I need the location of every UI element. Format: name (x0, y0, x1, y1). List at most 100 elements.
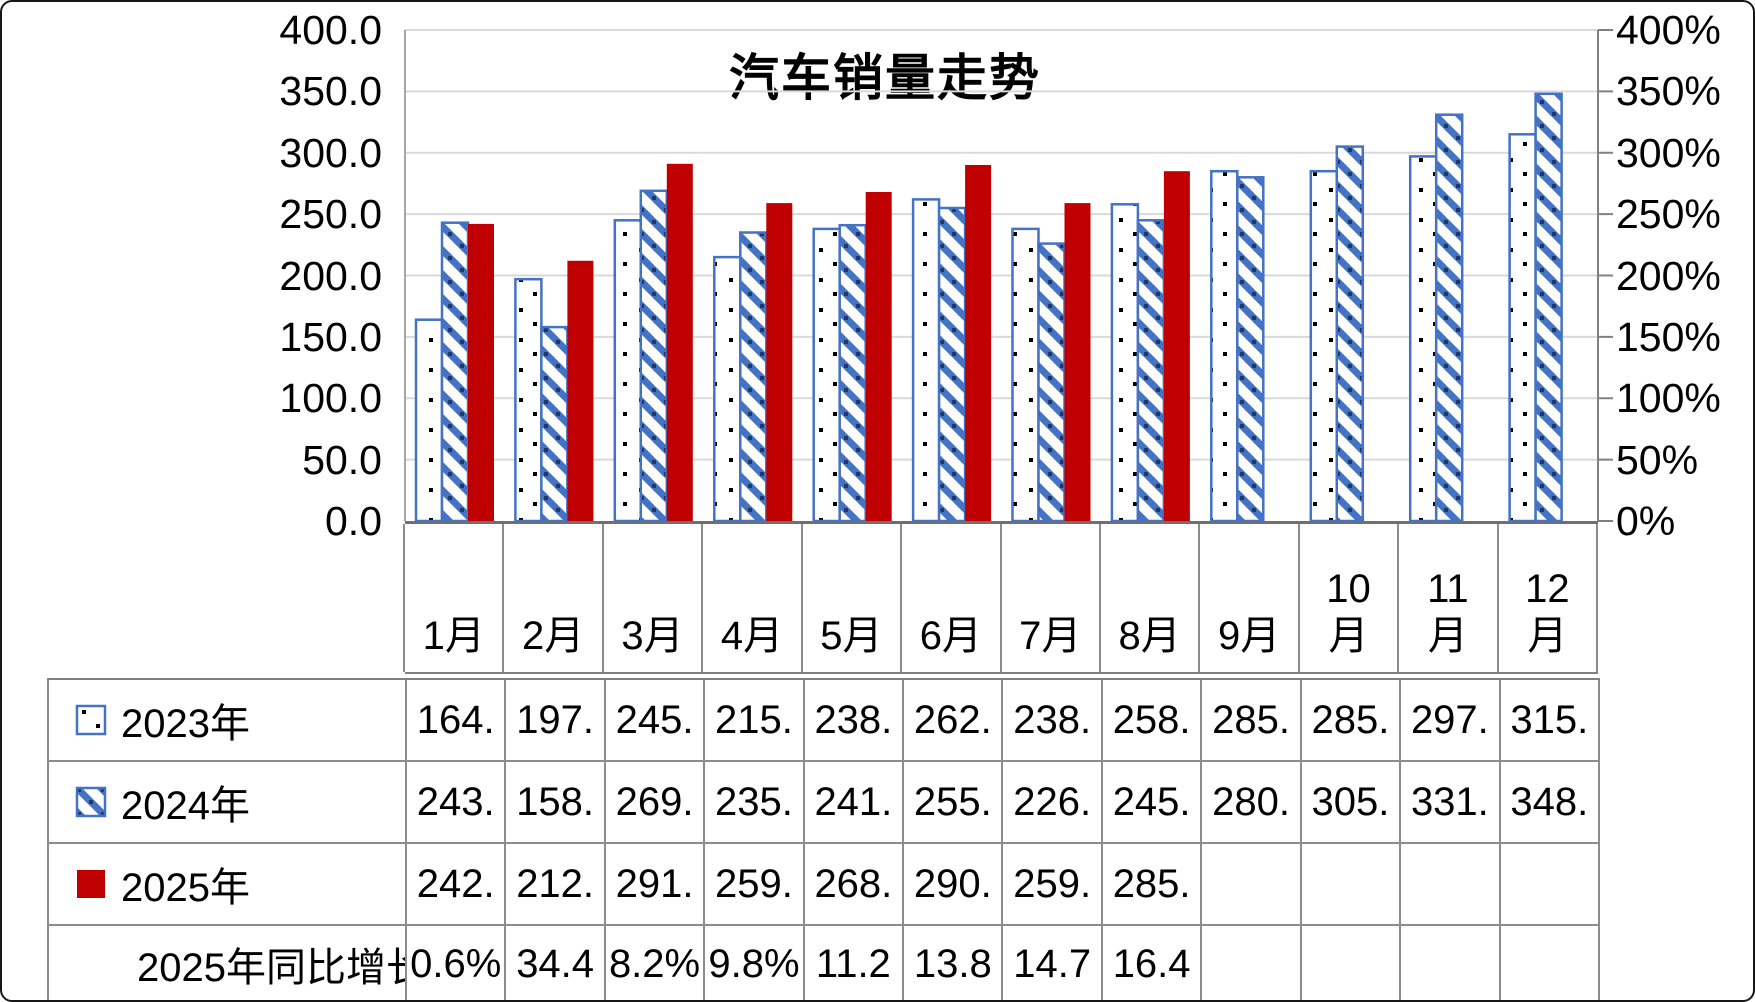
table-cell-r0-c3: 215. (705, 680, 805, 762)
left-axis-tick: 100.0 (279, 375, 382, 422)
right-axis-tick: 150% (1616, 313, 1721, 360)
table-cell-r0-c7: 258. (1102, 680, 1203, 762)
chart-title: 汽车销量走势 (729, 50, 1041, 106)
table-cell-r1-c2: 269. (605, 762, 706, 844)
bar-2023年-6月 (911, 198, 941, 523)
table-cell-r2-c10 (1401, 844, 1501, 926)
table-cell-r0-c4: 238. (804, 680, 905, 762)
table-cell-r0-c5: 262. (904, 680, 1004, 762)
table-cell-r1-c5: 255. (904, 762, 1004, 844)
right-axis-tick: 300% (1616, 129, 1721, 176)
month-label-9月: 9月 (1200, 524, 1300, 672)
table-cell-r3-c4: 11.2 (805, 926, 905, 1000)
bar-2025年-8月 (1163, 171, 1190, 521)
bar-2024年-8月 (1136, 219, 1166, 523)
bar-2023年-2月 (514, 277, 543, 523)
bar-2024年-11月 (1434, 113, 1464, 523)
bar-2024年-5月 (838, 223, 867, 523)
left-axis-tick: 200.0 (279, 252, 382, 299)
bar-2024年-12月 (1534, 92, 1563, 523)
bar-2025年-4月 (766, 203, 793, 521)
table-cell-r3-c0: 0.6% (407, 926, 507, 1000)
bar-2023年-11月 (1408, 155, 1438, 523)
bar-2025年-6月 (965, 165, 992, 521)
table-cell-r0-c2: 245. (605, 680, 706, 762)
table-cell-r3-c10 (1401, 926, 1501, 1000)
table-cell-r2-c1: 212. (506, 844, 606, 926)
right-axis-tick: 0% (1616, 498, 1676, 544)
table-cell-r1-c3: 235. (705, 762, 805, 844)
left-axis-tick: 0.0 (325, 498, 382, 544)
bar-2024年-2月 (540, 325, 569, 523)
bar-2025年-1月 (468, 223, 494, 521)
table-cell-r1-c11: 348. (1500, 762, 1600, 844)
table-cell-r3-c3: 9.8% (705, 926, 805, 1000)
table-cell-r0-c8: 285. (1202, 680, 1302, 762)
table-cell-r0-c9: 285. (1301, 680, 1402, 762)
month-label-4月: 4月 (703, 524, 803, 672)
table-cell-r1-c9: 305. (1301, 762, 1402, 844)
bar-2023年-10月 (1309, 169, 1339, 523)
table-cell-r1-c8: 280. (1202, 762, 1302, 844)
table-cell-r3-c1: 34.4 (506, 926, 606, 1000)
bar-2023年-5月 (812, 227, 841, 523)
table-cell-r3-c2: 8.2% (606, 926, 706, 1000)
table-row-label-2023年: 2023年 (49, 680, 407, 762)
table-cell-r2-c7: 285. (1102, 844, 1203, 926)
table-cell-r2-c9 (1301, 844, 1402, 926)
table-row-label-2025年: 2025年 (49, 844, 407, 926)
month-label-7月: 7月 (1002, 524, 1101, 672)
table-cell-r2-c3: 259. (705, 844, 805, 926)
table-cell-r2-c2: 291. (605, 844, 706, 926)
left-axis-tick: 150.0 (279, 313, 382, 360)
table-cell-r3-c7: 16.4 (1103, 926, 1203, 1000)
month-label-2月: 2月 (504, 524, 604, 672)
bar-2023年-1月 (414, 318, 444, 523)
table-cell-r1-c7: 245. (1102, 762, 1203, 844)
table-cell-r2-c11 (1500, 844, 1600, 926)
data-table: 2023年 164. 197. 245. 215. 238. 262. 238. 258. 285… (47, 678, 1600, 1000)
bar-2023年-9月 (1210, 169, 1239, 523)
table-cell-r2-c6: 259. (1003, 844, 1103, 926)
table-cell-r0-c11: 315. (1500, 680, 1600, 762)
bar-2024年-9月 (1236, 176, 1265, 523)
bar-2024年-6月 (937, 206, 967, 523)
bar-2025年-5月 (865, 192, 892, 521)
month-label-1月: 1月 (403, 524, 505, 672)
table-cell-r3-c11 (1501, 926, 1600, 1000)
right-axis-tick: 350% (1616, 68, 1721, 115)
right-axis-tick: 50% (1616, 436, 1699, 483)
table-cell-r1-c1: 158. (506, 762, 606, 844)
table-cell-r0-c6: 238. (1003, 680, 1103, 762)
left-axis-tick: 250.0 (279, 191, 382, 238)
bar-2024年-7月 (1037, 242, 1066, 523)
table-cell-r2-c8 (1202, 844, 1302, 926)
month-label-12月: 12 月 (1499, 524, 1599, 672)
table-row-label-2024年: 2024年 (49, 762, 407, 844)
table-cell-r1-c6: 226. (1003, 762, 1103, 844)
left-axis-tick: 50.0 (302, 436, 382, 483)
legend-swatch-solid-red (77, 870, 105, 898)
table-cell-r0-c0: 164. (407, 680, 507, 762)
bar-series (414, 92, 1563, 523)
legend-swatch-dotted-outline (75, 704, 107, 736)
table-cell-r2-c4: 268. (804, 844, 905, 926)
right-axis-tick: 250% (1616, 191, 1721, 238)
bar-2024年-3月 (639, 189, 669, 523)
bar-2024年-1月 (440, 221, 470, 523)
bar-2023年-8月 (1110, 203, 1140, 523)
table-cell-r0-c1: 197. (506, 680, 606, 762)
table-cell-r1-c0: 243. (407, 762, 507, 844)
bar-2024年-4月 (739, 231, 768, 523)
month-label-5月: 5月 (803, 524, 903, 672)
left-axis-tick: 350.0 (279, 68, 382, 115)
right-axis-tick: 200% (1616, 252, 1721, 299)
bar-2023年-4月 (713, 255, 742, 523)
table-cell-r3-c6: 14.7 (1003, 926, 1103, 1000)
month-label-3月: 3月 (604, 524, 704, 672)
table-cell-r0-c10: 297. (1401, 680, 1501, 762)
month-label-8月: 8月 (1101, 524, 1201, 672)
table-cell-r1-c4: 241. (804, 762, 905, 844)
category-axis-row: 1月 2月 3月 4月 5月 6月 7月 8月 9月 10 月 11 月 12 月 (403, 521, 1599, 674)
